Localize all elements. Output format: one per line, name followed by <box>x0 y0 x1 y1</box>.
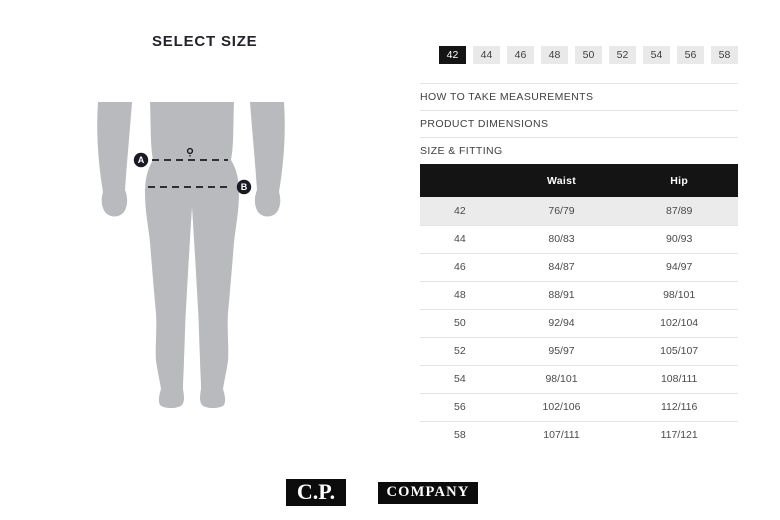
size-table-cell: 76/79 <box>502 197 621 226</box>
size-button-48[interactable]: 48 <box>541 46 568 64</box>
logo-cp: C.P. <box>286 479 346 506</box>
size-table-cell: 88/91 <box>502 281 621 310</box>
silhouette-left-arm <box>97 102 132 217</box>
size-table-cell: 107/111 <box>543 429 580 442</box>
size-table-cell: 98/101 <box>502 365 621 394</box>
size-table-cell: 95/97 <box>502 337 621 366</box>
size-button-56[interactable]: 56 <box>677 46 704 64</box>
size-table-cell: 102/106 <box>502 393 621 422</box>
size-table-cell: 44 <box>420 225 503 254</box>
accordion-item-size-fitting[interactable]: SIZE & FITTING <box>420 137 738 164</box>
page-title: SELECT SIZE <box>152 33 258 50</box>
logo-company: COMPANY <box>378 482 478 504</box>
size-table-cell: 94/97 <box>620 253 738 282</box>
size-table-cell: 50 <box>420 309 503 338</box>
accordion-item-how-to-take-measurements[interactable]: HOW TO TAKE MEASUREMENTS <box>420 83 738 110</box>
size-table-cell: 56 <box>420 393 503 422</box>
size-table-cell: 98/101 <box>620 281 738 310</box>
size-table-row-48: 48 88/91 98/101 <box>420 281 738 310</box>
hip-marker-label: B <box>241 182 248 192</box>
size-table-cell: 112/116 <box>620 393 738 422</box>
size-table-body: 42 76/79 87/89 44 80/83 90/93 46 84/87 94/97 48 88… <box>420 197 738 449</box>
hip-marker-b: B <box>236 179 252 195</box>
size-table-cell: 80/83 <box>502 225 621 254</box>
size-button-46[interactable]: 46 <box>507 46 534 64</box>
size-table-cell: 46 <box>420 253 503 282</box>
size-table-cell: 87/89 <box>620 197 738 226</box>
size-button-44[interactable]: 44 <box>473 46 500 64</box>
size-table-row-52: 52 95/97 105/107 <box>420 337 738 366</box>
size-button-54[interactable]: 54 <box>643 46 670 64</box>
size-table-cell: 102/104 <box>620 309 738 338</box>
size-table-column-header: Waist <box>502 164 621 197</box>
size-table: Waist Hip 42 76/79 87/89 44 80/83 90/93 46 84/87… <box>420 164 738 449</box>
size-table-head-row: Waist Hip <box>420 164 738 197</box>
size-table-cell: 117/121 <box>660 429 698 442</box>
size-table-cell: 52 <box>420 337 503 366</box>
size-button-58[interactable]: 58 <box>711 46 738 64</box>
waist-marker-a: A <box>133 152 149 168</box>
size-table-cell: 105/107 <box>620 337 738 366</box>
size-button-52[interactable]: 52 <box>609 46 636 64</box>
hip-marker-circle <box>236 179 252 195</box>
silhouette-torso-legs <box>145 102 239 408</box>
size-button-42[interactable]: 42 <box>439 46 466 64</box>
size-table-cell: 92/94 <box>502 309 621 338</box>
size-table-row-44: 44 80/83 90/93 <box>420 225 738 254</box>
size-table-cell: 84/87 <box>502 253 621 282</box>
accordion-item-product-dimensions[interactable]: PRODUCT DIMENSIONS <box>420 110 738 137</box>
size-table-row-42: 42 76/79 87/89 <box>420 197 738 226</box>
size-table-cell: 54 <box>420 365 503 394</box>
size-table-column-header <box>420 164 503 197</box>
size-selector: 42 44 46 48 50 52 54 56 58 <box>420 46 738 64</box>
waist-marker-circle <box>133 152 149 168</box>
size-table-row-58: 58 107/111 117/121 <box>420 421 738 449</box>
size-table-cell: 48 <box>420 281 503 310</box>
size-table-row-54: 54 98/101 108/111 <box>420 365 738 394</box>
navel-icon <box>186 147 194 155</box>
size-table-column-header: Hip <box>620 164 738 197</box>
size-table-cell: 108/111 <box>620 365 738 394</box>
size-table-row-46: 46 84/87 94/97 <box>420 253 738 282</box>
size-table-cell: 58 <box>454 429 466 442</box>
waist-marker-label: A <box>138 155 145 165</box>
size-table-row-56: 56 102/106 112/116 <box>420 393 738 422</box>
body-silhouette-svg: A B <box>97 102 285 408</box>
accordion: HOW TO TAKE MEASUREMENTS PRODUCT DIMENSIO… <box>420 83 738 164</box>
body-measurement-diagram: A B <box>88 100 300 420</box>
size-table-row-50: 50 92/94 102/104 <box>420 309 738 338</box>
silhouette-right-arm <box>250 102 285 217</box>
size-table-cell: 90/93 <box>620 225 738 254</box>
size-table-cell: 42 <box>420 197 503 226</box>
size-button-50[interactable]: 50 <box>575 46 602 64</box>
